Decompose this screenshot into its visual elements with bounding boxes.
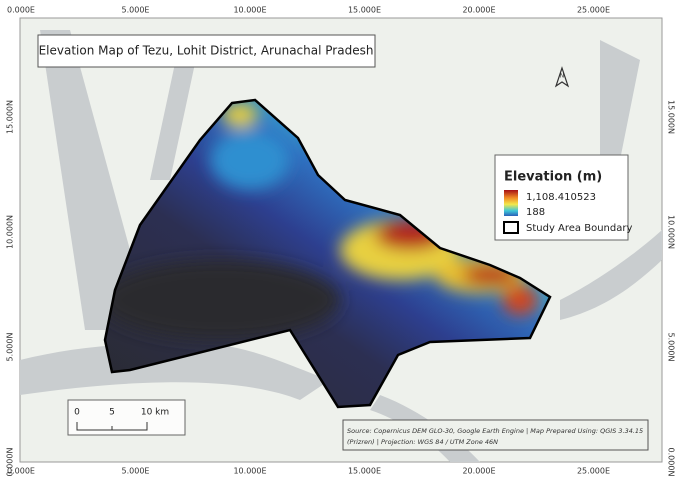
grid-label-left: 10.000N xyxy=(6,215,15,249)
grid-label-top: 25.000E xyxy=(577,6,610,15)
scale-bar xyxy=(76,422,148,431)
grid-label-right: 0.000N xyxy=(667,448,676,477)
legend-ramp xyxy=(504,190,518,216)
study-area-boundary xyxy=(103,98,552,409)
grid-label-bottom: 5.000E xyxy=(122,467,150,476)
grid-label-top: 15.000E xyxy=(348,6,381,15)
legend-boundary: Study Area Boundary xyxy=(526,223,632,234)
scale-label: 5 xyxy=(109,408,115,418)
source-text: (Prizren) | Projection: WGS 84 / UTM Zon… xyxy=(347,438,498,446)
map-title: Elevation Map of Tezu, Lohit District, A… xyxy=(39,44,374,58)
grid-label-left: 5.000N xyxy=(6,333,15,362)
legend-min: 188 xyxy=(526,207,545,218)
scale-label: 10 km xyxy=(141,408,169,418)
legend-boundary-swatch xyxy=(503,221,519,234)
scale-label: 0 xyxy=(74,408,80,418)
grid-label-bottom: 25.000E xyxy=(577,467,610,476)
source-box xyxy=(342,419,649,451)
grid-label-bottom: 10.000E xyxy=(233,467,266,476)
north-label: N xyxy=(560,73,565,80)
legend-title: Elevation (m) xyxy=(504,170,602,185)
legend-max: 1,108.410523 xyxy=(526,192,596,203)
title-box xyxy=(37,34,376,68)
grid-label-bottom: 0.000E xyxy=(7,467,35,476)
grid-label-bottom: 15.000E xyxy=(348,467,381,476)
grid-label-bottom: 20.000E xyxy=(462,467,495,476)
grid-label-top: 0.000E xyxy=(7,6,35,15)
grid-label-right: 10.000N xyxy=(667,215,676,249)
source-text: Source: Copernicus DEM GLO-30, Google Ea… xyxy=(347,427,643,435)
grid-label-left: 15.000N xyxy=(6,100,15,134)
scale-bar-box xyxy=(67,399,186,436)
grid-label-right: 5.000N xyxy=(667,333,676,362)
grid-label-top: 10.000E xyxy=(233,6,266,15)
grid-label-left: 0.000N xyxy=(6,448,15,477)
grid-label-top: 5.000E xyxy=(122,6,150,15)
north-arrow: N xyxy=(554,66,570,88)
grid-label-right: 15.000N xyxy=(667,100,676,134)
grid-label-top: 20.000E xyxy=(462,6,495,15)
